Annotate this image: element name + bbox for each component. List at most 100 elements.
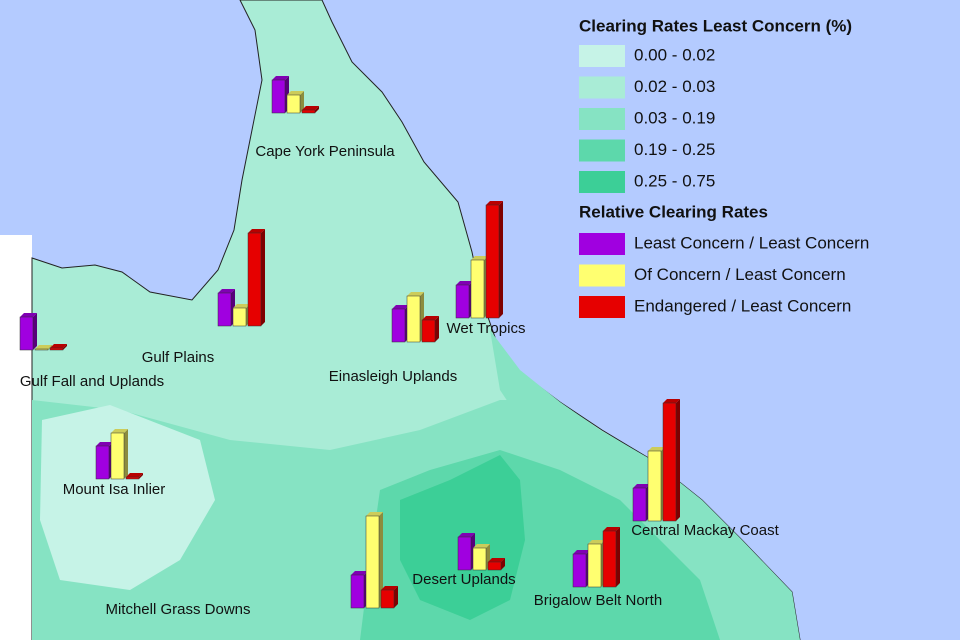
bar-front <box>406 295 421 343</box>
bar-front <box>632 487 647 522</box>
bar <box>391 305 409 343</box>
region-label: Gulf Plains <box>142 349 215 366</box>
region-label: Cape York Peninsula <box>255 143 395 160</box>
bar-top <box>422 316 439 320</box>
bar-side <box>676 399 680 521</box>
zone-0.03-coast <box>490 330 600 440</box>
bar <box>472 544 490 571</box>
bar-side <box>379 512 383 608</box>
region-label: Central Mackay Coast <box>631 522 779 539</box>
bar-side <box>394 586 398 608</box>
bar-top <box>50 344 67 348</box>
bar-front <box>247 232 262 327</box>
legend-swatch <box>579 171 625 193</box>
bar-front <box>49 347 64 351</box>
bar-top <box>248 229 265 233</box>
bar-front <box>19 316 34 351</box>
bar-front <box>232 307 247 327</box>
legend-swatch <box>579 45 625 67</box>
bar-top <box>456 281 473 285</box>
bar-side <box>315 106 319 113</box>
region-chart <box>19 313 67 351</box>
bar-front <box>572 553 587 588</box>
bar-front <box>110 432 125 480</box>
bar <box>421 316 439 343</box>
region-label: Mitchell Grass Downs <box>105 601 250 618</box>
bar <box>455 281 473 319</box>
bar-front <box>391 308 406 343</box>
bar-side <box>261 229 265 326</box>
bar <box>34 345 52 351</box>
bar-front <box>301 109 316 114</box>
legend-label: Of Concern / Least Concern <box>634 265 846 284</box>
legend-label: 0.19 - 0.25 <box>634 140 715 159</box>
bar <box>217 289 235 327</box>
bar-top <box>111 429 128 433</box>
bar-top <box>366 512 383 516</box>
legend-label: 0.02 - 0.03 <box>634 77 715 96</box>
bar-front <box>95 445 110 480</box>
bar <box>247 229 265 327</box>
bar-top <box>35 345 52 349</box>
bar-front <box>365 515 380 609</box>
bar <box>406 292 424 343</box>
legend-title: Relative Clearing Rates <box>579 202 768 221</box>
bar-top <box>603 527 620 531</box>
region-chart <box>572 527 620 588</box>
bar-front <box>487 561 502 571</box>
bar-side <box>616 527 620 587</box>
bar-top <box>381 586 398 590</box>
zone-low <box>40 405 215 590</box>
bar <box>95 442 113 480</box>
region-chart <box>217 229 265 327</box>
legend-label: 0.25 - 0.75 <box>634 171 715 190</box>
bar <box>647 447 665 522</box>
bar <box>487 558 505 571</box>
legend: Clearing Rates Least Concern (%) 0.00 - 0… <box>568 8 960 328</box>
bar-side <box>499 201 503 318</box>
region-label: Gulf Fall and Uplands <box>20 373 164 390</box>
region-label: Brigalow Belt North <box>534 592 662 609</box>
bar <box>49 344 67 351</box>
bar-side <box>435 316 439 342</box>
bar <box>587 540 605 588</box>
bar <box>662 399 680 522</box>
bar-front <box>125 476 140 480</box>
region-label: Wet Tropics <box>447 320 526 337</box>
legend-swatch <box>579 76 625 99</box>
legend-swatch <box>579 108 625 130</box>
bar <box>632 484 650 522</box>
bar-top <box>218 289 235 293</box>
bar-top <box>486 201 503 205</box>
bar-top <box>287 91 304 95</box>
bar-top <box>302 106 319 110</box>
bar-top <box>407 292 424 296</box>
bar-front <box>470 259 485 319</box>
bar-side <box>48 345 52 350</box>
bar-side <box>33 313 37 350</box>
bar-front <box>662 402 677 522</box>
region-chart <box>391 292 439 343</box>
bar <box>301 106 319 114</box>
bar-front <box>587 543 602 588</box>
bar <box>457 533 475 571</box>
bar-front <box>485 204 500 319</box>
bar <box>232 304 250 327</box>
bar <box>485 201 503 319</box>
legend-bg <box>568 8 960 328</box>
outside-area <box>0 235 32 640</box>
bar-top <box>351 571 368 575</box>
region-label: Einasleigh Uplands <box>329 368 457 385</box>
bar-side <box>124 429 128 479</box>
bar-top <box>488 558 505 562</box>
bar <box>271 76 289 114</box>
bar <box>572 550 590 588</box>
bar-front <box>602 530 617 588</box>
legend-swatch <box>579 139 625 162</box>
bar <box>470 256 488 319</box>
bar-front <box>647 450 662 522</box>
bar-front <box>455 284 470 319</box>
bar-top <box>392 305 409 309</box>
